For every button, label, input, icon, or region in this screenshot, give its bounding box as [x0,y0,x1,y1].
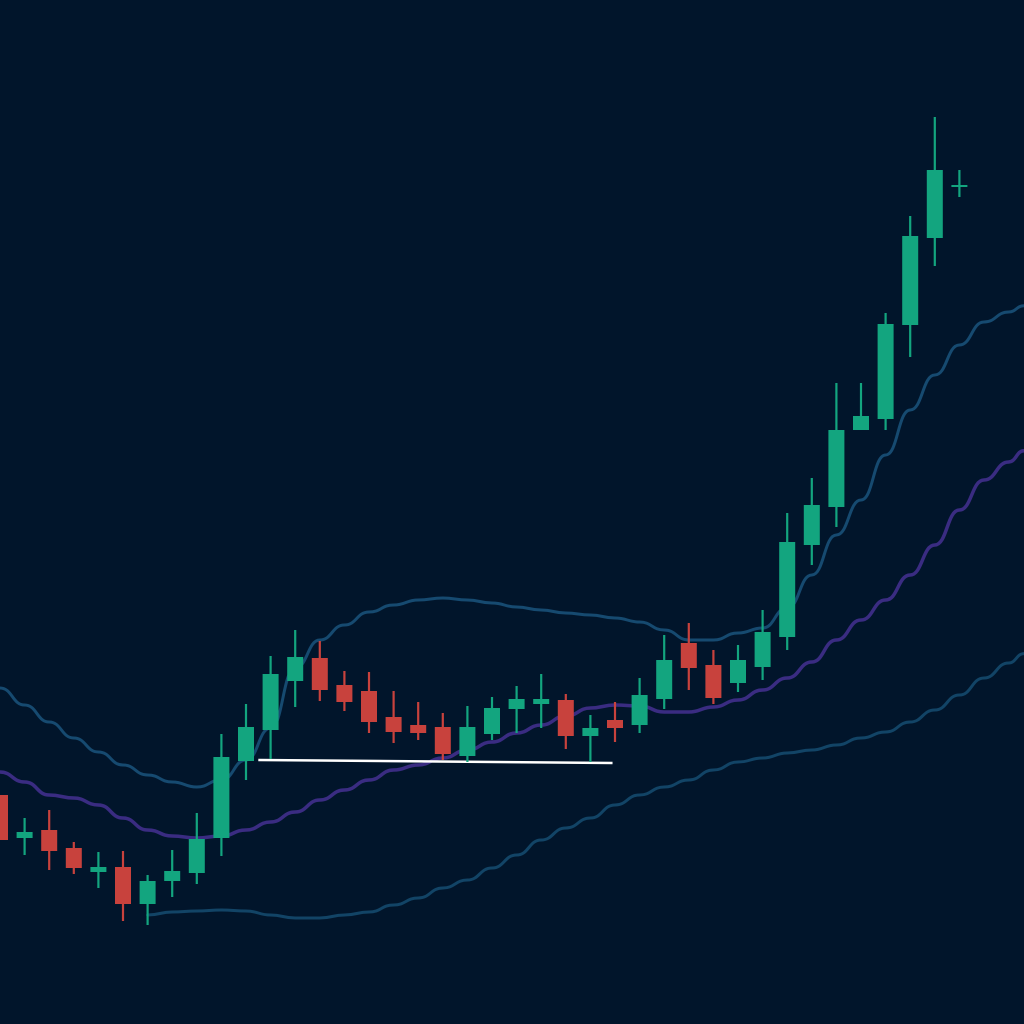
candle-24 [557,694,574,749]
candle-body [705,665,722,698]
candle-body [41,830,58,851]
candle-body [115,867,131,904]
candle-body [188,839,205,873]
candle-body [361,691,377,722]
candle-23 [533,674,550,728]
candle-15 [336,671,353,711]
candle-body [287,657,304,681]
candle-21 [484,697,500,740]
candle-32 [754,610,771,680]
candle-7 [139,875,156,925]
candle-body [16,832,33,838]
candle-body [238,727,254,761]
candle-body [902,236,919,325]
candle-body [582,728,599,736]
candle-34 [803,478,820,565]
candle-33 [779,513,796,650]
candle-17 [385,691,402,743]
candle-body [828,430,845,507]
candle-29 [680,623,697,690]
candle-body [459,727,476,756]
candle-body [631,695,648,725]
candle-2 [16,818,33,855]
candle-22 [508,686,525,733]
candle-26 [607,702,623,742]
candle-1 [0,795,8,840]
candle-body [336,685,353,702]
candle-body [139,881,156,904]
candle-body [385,717,402,732]
candle-28 [656,635,673,709]
candle-30 [705,650,722,704]
candle-body [607,720,623,728]
candle-body [803,505,820,545]
candle-body [680,643,697,668]
candle-9 [188,813,205,884]
candle-19 [434,713,451,760]
candle-3 [41,810,58,870]
candle-body [65,848,82,868]
candle-20 [459,706,476,762]
candle-14 [311,641,328,701]
candle-body [877,324,894,419]
candle-39 [926,117,943,266]
upper-band-line [0,304,1024,789]
candle-36 [853,383,869,430]
candle-12 [262,656,279,759]
support-line [258,758,613,765]
candle-6 [115,851,131,921]
annotations [258,758,613,765]
candle-38 [902,216,919,357]
candle-35 [828,383,845,527]
candle-11 [238,704,254,780]
candle-body [311,658,328,690]
candle-body [434,727,451,754]
candle-body [853,416,869,430]
candle-31 [730,645,746,692]
candle-40 [951,170,968,197]
candle-27 [631,678,648,733]
candle-body [262,674,279,730]
candle-body [90,867,107,872]
candle-4 [65,842,82,874]
candle-body [754,632,771,667]
candle-body [508,699,525,709]
candle-18 [410,702,427,740]
candles [0,117,968,925]
candle-body [926,170,943,238]
candle-body [0,795,8,840]
candle-body [484,708,500,734]
candle-body [656,660,673,699]
candle-body [410,725,427,733]
candle-37 [877,313,894,430]
candle-body [557,700,574,736]
candle-5 [90,852,107,888]
candle-25 [582,715,599,762]
candle-body [779,542,796,637]
candle-body [533,699,550,704]
candle-body [213,757,230,838]
candle-8 [164,850,181,897]
candle-body [730,660,746,683]
candle-16 [361,672,377,733]
candle-10 [213,734,230,856]
candle-13 [287,630,304,707]
lower-band-line [146,652,1024,920]
candle-body [951,185,968,187]
candle-body [164,871,181,881]
